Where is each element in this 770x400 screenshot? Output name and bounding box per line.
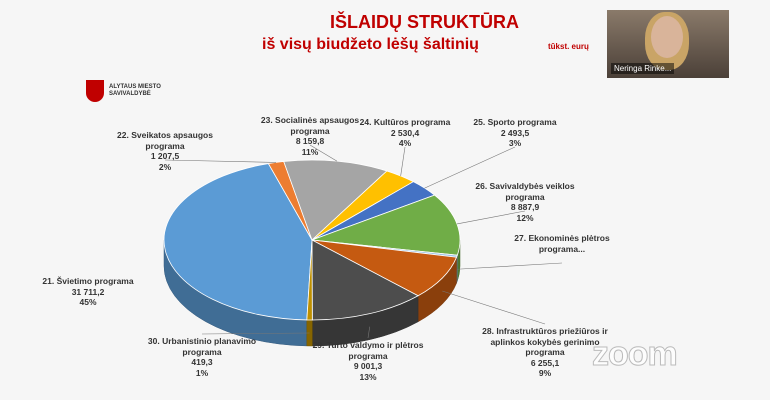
leader-line [400, 146, 406, 176]
participant-name: Neringa Rinke... [611, 63, 675, 74]
leader-line [164, 159, 277, 163]
category: 28. Infrastruktūros priežiūros ir aplink… [482, 326, 608, 357]
data-label: 28. Infrastruktūros priežiūros ir aplink… [470, 326, 620, 379]
value-label: 8 887,9 [510, 202, 540, 212]
value-label: 9 001,3 [353, 361, 383, 371]
chart-title: IŠLAIDŲ STRUKTŪRA [330, 12, 519, 32]
category: 26. Savivaldybės veiklos programa [475, 181, 575, 202]
slice [306, 239, 313, 321]
slice [283, 159, 388, 241]
data-label: 30. Urbanistinio planavimo programa 419,3… [142, 336, 262, 378]
category: 27. Ekonominės plėtros programa... [514, 233, 610, 254]
share-label: 9% [538, 368, 552, 378]
category: 23. Socialinės apsaugos programa [260, 115, 360, 136]
leader-line [201, 332, 310, 335]
data-label: 21. Švietimo programa 31 711,2 45% [28, 276, 148, 308]
leader-line [456, 210, 526, 225]
data-label: 26. Savivaldybės veiklos programa 8 887,9… [465, 181, 585, 223]
data-label: 22. Sveikatos apsaugos programa 1 207,5 2% [105, 130, 225, 172]
value-label: 2 493,5 [500, 127, 530, 138]
category: 29. Turto valdymo ir plėtros programa [312, 340, 424, 361]
value-label: 2 530,4 [390, 127, 420, 138]
logo-text: ALYTAUS MIESTO SAVIVALDYBĖ [109, 84, 161, 97]
value-label: 31 711,2 [71, 286, 105, 297]
logo: ALYTAUS MIESTO SAVIVALDYBĖ [86, 80, 161, 102]
value-label: 8 159,8 [295, 136, 325, 146]
share-label: 45% [79, 297, 97, 307]
data-label: 25. Sporto programa 2 493,5 3% [455, 117, 575, 149]
leader-line [367, 326, 371, 339]
value-label: 419,3 [191, 357, 213, 367]
data-label: 27. Ekonominės plėtros programa... [502, 233, 622, 254]
share-label: 13% [359, 371, 377, 382]
leader-line [456, 262, 563, 270]
leader-line [424, 146, 516, 189]
share-label: 11% [301, 146, 319, 157]
video-tile[interactable]: Neringa Rinke... [607, 10, 729, 78]
face [651, 16, 683, 58]
data-label: 29. Turto valdymo ir plėtros programa 9 0… [308, 340, 428, 382]
slice [311, 239, 419, 321]
data-label: 23. Socialinės apsaugos programa 8 159,8 1… [250, 115, 370, 157]
category: 25. Sporto programa [473, 117, 557, 127]
share-label: 2% [158, 161, 172, 172]
unit: tūkst. eurų [548, 42, 589, 51]
category: 21. Švietimo programa [42, 276, 134, 286]
value-label: 6 255,1 [530, 357, 560, 368]
share-label: 12% [516, 212, 534, 223]
category: 24. Kultūros programa [359, 117, 451, 127]
leader-line [442, 290, 546, 325]
slice [311, 239, 458, 297]
share-label: 3% [508, 138, 522, 148]
value-label: 1 207,5 [150, 151, 180, 161]
category: 30. Urbanistinio planavimo programa [147, 336, 257, 357]
logo-shield [86, 80, 104, 102]
share-label: 1% [195, 367, 209, 378]
leader-line [309, 144, 338, 162]
chart-subtitle: iš visų biudžeto lėšų šaltinių [262, 36, 479, 53]
slice [163, 163, 313, 321]
share-label: 4% [398, 138, 412, 148]
data-label: 24. Kultūros programa 2 530,4 4% [345, 117, 465, 149]
watermark: zoom [592, 335, 679, 374]
category: 22. Sveikatos apsaugos programa [117, 130, 213, 151]
